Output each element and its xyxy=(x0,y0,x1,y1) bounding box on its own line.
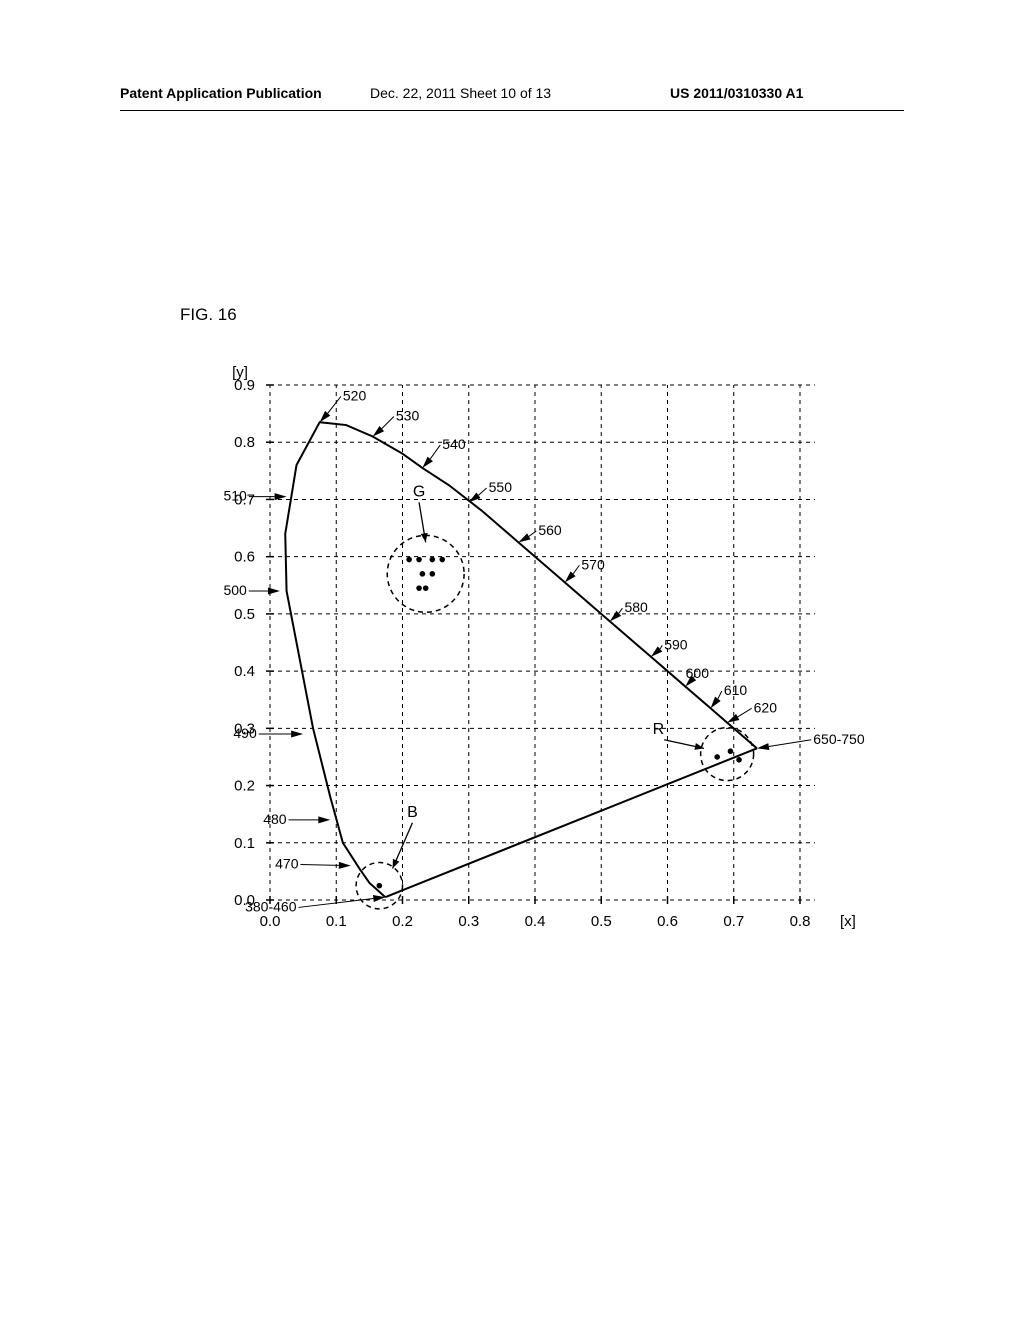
svg-text:0.8: 0.8 xyxy=(790,913,811,930)
svg-text:490: 490 xyxy=(233,725,257,741)
svg-text:0.0: 0.0 xyxy=(260,913,281,930)
svg-text:[y]: [y] xyxy=(232,364,248,381)
svg-text:0.2: 0.2 xyxy=(234,778,255,795)
svg-text:510: 510 xyxy=(223,488,247,504)
svg-text:570: 570 xyxy=(581,556,605,572)
figure-label: FIG. 16 xyxy=(180,305,237,325)
header-right: US 2011/0310330 A1 xyxy=(670,85,803,101)
svg-text:380-460: 380-460 xyxy=(245,898,297,914)
svg-text:[x]: [x] xyxy=(840,913,856,930)
svg-text:0.5: 0.5 xyxy=(234,606,255,623)
svg-text:540: 540 xyxy=(442,436,466,452)
svg-text:0.6: 0.6 xyxy=(657,913,678,930)
svg-text:0.3: 0.3 xyxy=(458,913,479,930)
svg-text:610: 610 xyxy=(724,682,748,698)
svg-text:530: 530 xyxy=(396,407,420,423)
svg-text:550: 550 xyxy=(489,479,513,495)
svg-text:R: R xyxy=(653,721,665,738)
header-rule xyxy=(120,110,904,111)
svg-text:0.4: 0.4 xyxy=(525,913,546,930)
svg-text:0.6: 0.6 xyxy=(234,549,255,566)
svg-text:0.4: 0.4 xyxy=(234,663,255,680)
svg-text:590: 590 xyxy=(664,636,688,652)
svg-text:0.8: 0.8 xyxy=(234,434,255,451)
header-left: Patent Application Publication xyxy=(120,85,322,101)
header-center: Dec. 22, 2011 Sheet 10 of 13 xyxy=(370,85,551,101)
page-header: Patent Application Publication Dec. 22, … xyxy=(0,85,1024,105)
svg-text:520: 520 xyxy=(343,387,367,403)
svg-text:480: 480 xyxy=(263,811,287,827)
svg-text:470: 470 xyxy=(275,856,299,872)
svg-text:0.5: 0.5 xyxy=(591,913,612,930)
svg-text:0.7: 0.7 xyxy=(723,913,744,930)
svg-text:600: 600 xyxy=(686,665,710,681)
svg-text:0.1: 0.1 xyxy=(326,913,347,930)
chart-svg: 0.00.10.20.30.40.50.60.70.80.00.10.20.30… xyxy=(200,360,900,960)
svg-text:620: 620 xyxy=(754,699,778,715)
svg-text:560: 560 xyxy=(538,522,562,538)
svg-text:0.2: 0.2 xyxy=(392,913,413,930)
svg-text:G: G xyxy=(413,483,425,500)
svg-text:500: 500 xyxy=(223,582,247,598)
svg-text:580: 580 xyxy=(624,599,648,615)
svg-text:B: B xyxy=(407,804,418,821)
svg-text:0.1: 0.1 xyxy=(234,835,255,852)
chromaticity-chart: 0.00.10.20.30.40.50.60.70.80.00.10.20.30… xyxy=(200,360,850,940)
svg-text:650-750: 650-750 xyxy=(813,731,865,747)
